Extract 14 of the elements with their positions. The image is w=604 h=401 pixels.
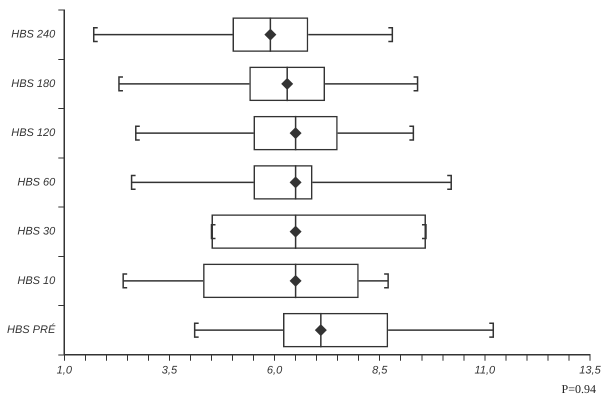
y-tick-label: HBS PRÉ (6, 323, 56, 336)
x-tick-label: 1,0 (56, 364, 73, 376)
x-tick-label: 6,0 (266, 364, 284, 376)
x-tick-label: 11,0 (474, 364, 496, 376)
x-tick-label: 13,5 (579, 364, 602, 376)
text: P=0.94 (562, 382, 596, 397)
y-tick-label: HBS 10 (17, 274, 56, 287)
x-tick-label: 3,5 (162, 364, 178, 376)
y-tick-label: HBS 240 (11, 28, 56, 41)
y-tick-label: HBS 180 (11, 78, 56, 90)
y-tick-label: HBS 120 (11, 127, 56, 140)
x-tick-label: 8,5 (372, 364, 388, 376)
y-tick-label: HBS 30 (17, 226, 56, 238)
y-tick-label: HBS 60 (17, 176, 56, 188)
